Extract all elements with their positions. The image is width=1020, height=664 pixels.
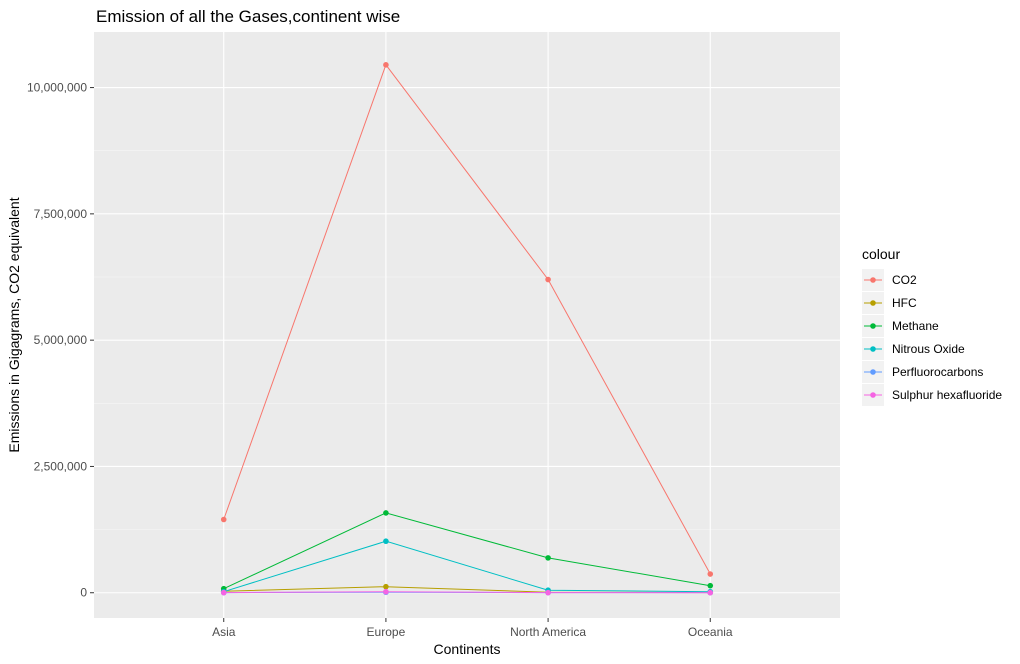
chart-title: Emission of all the Gases,continent wise: [96, 7, 400, 26]
y-axis-title: Emissions in Gigagrams, CO2 equivalent: [6, 197, 22, 452]
x-tick-label: Asia: [212, 625, 236, 639]
legend-key-point-sulphur-hexafluoride: [870, 392, 876, 398]
legend-title: colour: [862, 246, 900, 262]
x-tick-label: North America: [510, 625, 586, 639]
y-tick-label: 7,500,000: [34, 207, 88, 221]
legend-key-point-methane: [870, 323, 876, 329]
data-point-hfc: [383, 583, 389, 590]
series-line-co2: [223, 63, 711, 575]
legend-label-methane: Methane: [892, 319, 939, 333]
data-point-methane: [383, 510, 389, 516]
data-point-nitrous-oxide: [383, 538, 389, 545]
x-tick-label: Oceania: [688, 625, 733, 639]
data-point-co2: [220, 516, 227, 523]
series-line-sulphur-hexafluoride: [223, 591, 711, 594]
legend-label-hfc: HFC: [892, 296, 917, 310]
series-line-nitrous-oxide: [223, 540, 711, 593]
x-axis: Asia Europe North America Oceania: [212, 618, 733, 639]
data-point-sulphur-hexafluoride: [707, 589, 714, 596]
data-point-co2: [383, 62, 389, 68]
data-point-methane: [707, 582, 714, 589]
data-point-sulphur-hexafluoride: [545, 589, 551, 596]
legend-key-point-hfc: [870, 300, 876, 306]
legend-label-perfluorocarbons: Perfluorocarbons: [892, 365, 983, 379]
y-tick-label: 0: [80, 586, 87, 600]
y-tick-label: 5,000,000: [34, 333, 88, 347]
data-point-sulphur-hexafluoride: [383, 588, 389, 595]
series-layer: [220, 62, 714, 596]
data-point-methane: [545, 555, 551, 561]
legend-label-co2: CO2: [892, 273, 917, 287]
legend-key-point-co2: [870, 277, 876, 283]
plot-panel: [94, 32, 840, 618]
data-point-co2: [707, 571, 714, 577]
data-point-sulphur-hexafluoride: [220, 589, 227, 596]
series-line-methane: [223, 512, 711, 590]
y-tick-label: 2,500,000: [34, 459, 88, 473]
legend-key-point-nitrous-oxide: [870, 346, 876, 352]
legend: colour CO2 HFC Methane Nitrous Oxide Perfluo…: [862, 246, 1002, 406]
y-axis: 0 2,500,000 5,000,000 7,500,000 10,000,000: [27, 81, 94, 600]
y-tick-label: 10,000,000: [27, 81, 87, 95]
legend-label-sulphur-hexafluoride: Sulphur hexafluoride: [892, 388, 1002, 402]
legend-label-nitrous-oxide: Nitrous Oxide: [892, 342, 965, 356]
legend-key-point-perfluorocarbons: [870, 369, 876, 375]
x-axis-title: Continents: [434, 641, 501, 657]
data-point-co2: [545, 276, 551, 283]
x-tick-label: Europe: [367, 625, 406, 639]
